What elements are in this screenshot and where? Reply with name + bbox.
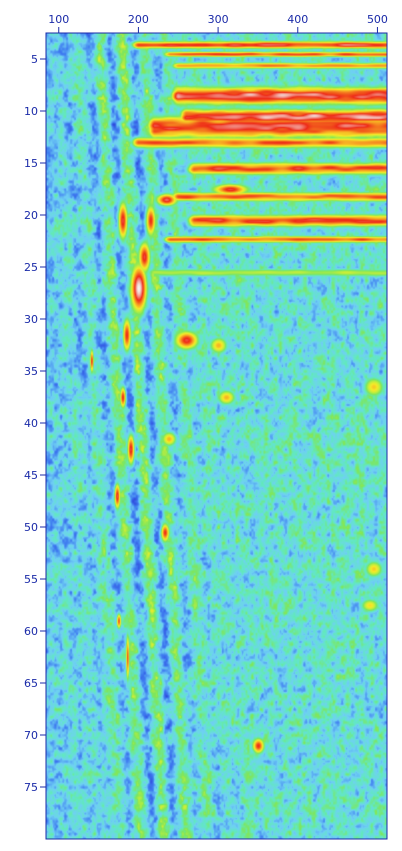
x-tick-label: 100 <box>48 13 69 26</box>
y-tick-label: 15 <box>24 157 38 170</box>
y-tick-label: 65 <box>24 677 38 690</box>
y-tick-label: 75 <box>24 781 38 794</box>
y-tick-label: 20 <box>24 209 38 222</box>
x-tick-label: 500 <box>367 13 388 26</box>
y-tick-label: 60 <box>24 625 38 638</box>
y-tick-label: 55 <box>24 573 38 586</box>
x-tick-label: 300 <box>208 13 229 26</box>
y-tick-label: 45 <box>24 469 38 482</box>
y-tick-label: 10 <box>24 105 38 118</box>
plot-area <box>46 33 387 839</box>
y-tick-label: 5 <box>31 53 38 66</box>
y-tick-label: 40 <box>24 417 38 430</box>
x-axis: 100 200 300 400 500 <box>48 13 388 33</box>
y-axis: 5 10 15 20 25 30 35 40 45 50 55 60 65 70 75 <box>24 53 46 794</box>
x-tick-label: 200 <box>128 13 149 26</box>
y-tick-label: 70 <box>24 729 38 742</box>
y-tick-label: 30 <box>24 313 38 326</box>
y-tick-label: 25 <box>24 261 38 274</box>
x-tick-label: 400 <box>287 13 308 26</box>
y-tick-label: 50 <box>24 521 38 534</box>
plot-frame <box>45 32 388 840</box>
y-tick-label: 35 <box>24 365 38 378</box>
